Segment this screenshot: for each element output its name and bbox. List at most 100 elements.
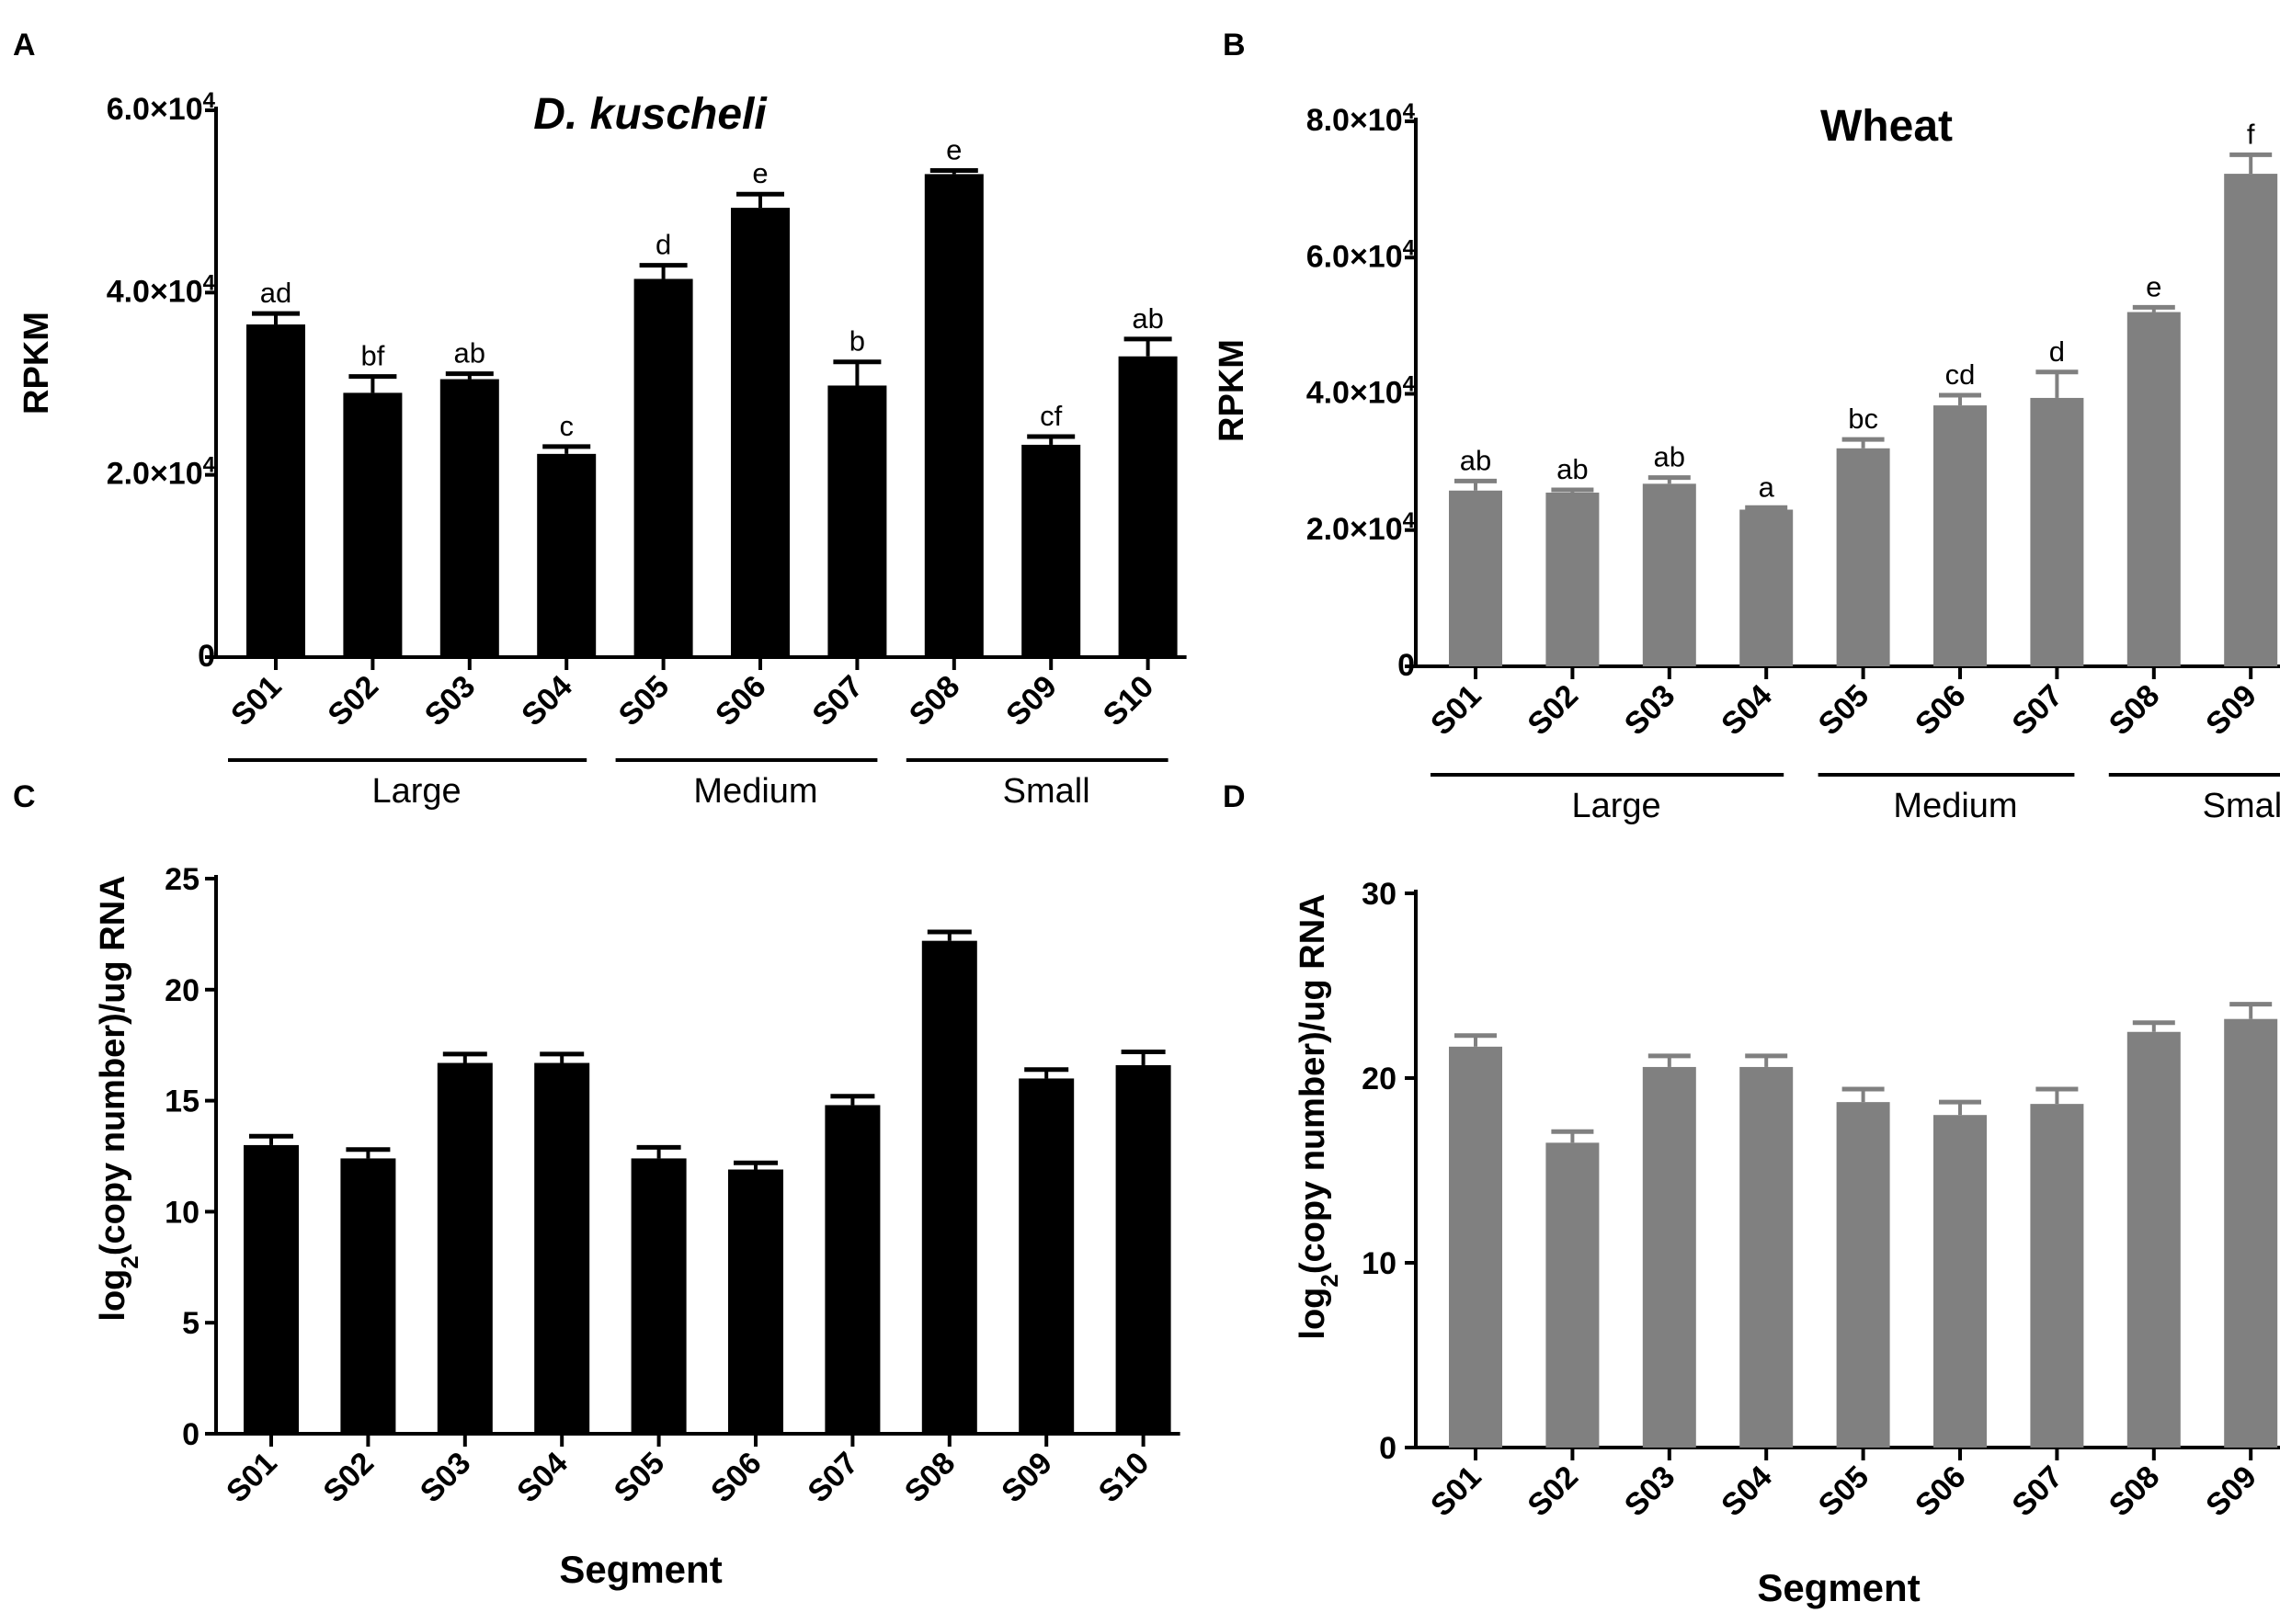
panel-c-bar <box>534 1062 590 1434</box>
panel-c-x-axis-label: Segment <box>559 1548 722 1591</box>
panel-a-x-tick-label: S06 <box>709 669 773 733</box>
panel-a-letter: A <box>13 28 36 62</box>
panel-b-significance-label: ab <box>1556 453 1588 485</box>
panel-d-x-tick-label: S09 <box>2199 1459 2263 1524</box>
panel-a-significance-label: ab <box>1132 302 1163 335</box>
panel-a-y-tick-label: 6.0×104 <box>107 88 216 128</box>
panel-a-significance-label: cf <box>1040 400 1063 432</box>
panel-c-y-tick-label: 10 <box>165 1195 200 1230</box>
panel-b-y-axis-label: RPKM <box>1213 339 1251 442</box>
panel-c-x-tick-label: S08 <box>898 1446 963 1510</box>
panel-d-bar <box>2224 1018 2278 1448</box>
panel-c-bar <box>244 1144 299 1434</box>
panel-b-y-tick-label: 6.0×104 <box>1306 235 1416 275</box>
panel-c-y-axis-label-rest: (copy number)/ug RNA <box>94 875 132 1255</box>
panel-d-y-axis-label-log: log <box>1294 1288 1332 1340</box>
y-tick-mantissa: 25 <box>165 862 200 897</box>
panel-c-bar <box>437 1062 493 1434</box>
panel-c-x-tick-label: S03 <box>414 1446 478 1510</box>
panel-d: D log2(copy number)/ug RNA Segment 0 10 20… <box>1223 779 2280 1609</box>
panel-a-bar <box>537 453 597 657</box>
panel-c-y-tick-label: 5 <box>182 1306 200 1341</box>
panel-b-group-label: Medium <box>1893 787 2017 825</box>
panel-a-x-tick-label: S07 <box>805 669 870 733</box>
panel-b-bar <box>2126 312 2181 666</box>
y-tick-exponent: 4 <box>1403 371 1416 396</box>
panel-b-x-tick-label: S07 <box>2005 678 2069 743</box>
panel-b-bar <box>2224 174 2278 667</box>
panel-c-y-axis-label-log: log <box>94 1269 132 1322</box>
y-tick-mantissa: 20 <box>1362 1062 1396 1096</box>
y-tick-mantissa: 4.0×10 <box>107 274 203 309</box>
panel-b-bar <box>1545 492 1600 666</box>
panel-a-bar <box>1021 444 1081 657</box>
panel-a-significance-label: ab <box>454 337 485 369</box>
panel-c-y-tick-label: 20 <box>165 973 200 1008</box>
panel-a-x-tick-label: S10 <box>1097 669 1161 733</box>
y-tick-mantissa: 10 <box>1362 1246 1396 1281</box>
panel-b-significance-label: a <box>1759 471 1775 503</box>
panel-a-bar <box>633 278 693 657</box>
panel-b-bar <box>2030 397 2084 666</box>
panel-c-bar <box>631 1158 687 1434</box>
panel-b-group-label: Large <box>1571 787 1660 825</box>
y-tick-exponent: 4 <box>1403 235 1416 260</box>
panel-b-significance-label: ab <box>1460 444 1491 476</box>
panel-a-y-tick-label: 0 <box>198 639 215 674</box>
y-tick-mantissa: 2.0×10 <box>1306 512 1403 547</box>
panel-d-x-tick-label: S06 <box>1909 1459 1973 1524</box>
panel-a-x-tick-label: S04 <box>515 669 579 733</box>
panel-b: B Wheat RPKM 02.0×1044.0×1046.0×1048.0×1… <box>1213 28 2280 825</box>
panel-c-bar <box>921 940 977 1434</box>
panel-b-x-tick-label: S02 <box>1521 678 1585 743</box>
y-tick-mantissa: 0 <box>182 1417 200 1452</box>
panel-a-bar <box>731 208 790 657</box>
panel-c-bar <box>825 1105 881 1434</box>
panel-c-x-tick-label: S10 <box>1092 1446 1157 1510</box>
panel-d-bar <box>1449 1046 1502 1448</box>
panel-a-bar <box>246 324 305 657</box>
panel-c-bar <box>1115 1064 1171 1434</box>
panel-a-significance-label: b <box>849 325 865 358</box>
panel-b-bar <box>1642 483 1696 666</box>
panel-c-y-tick-label: 25 <box>165 862 200 897</box>
panel-b-group-label: Small <box>2203 787 2280 825</box>
y-tick-mantissa: 5 <box>182 1306 200 1341</box>
panel-d-x-tick-label: S03 <box>1618 1459 1682 1524</box>
panel-c-y-axis-label-subscript: 2 <box>116 1255 143 1268</box>
panel-c-bar <box>1019 1078 1075 1434</box>
panel-b-x-tick-label: S08 <box>2103 678 2167 743</box>
panel-a-x-tick-label: S08 <box>903 669 967 733</box>
y-tick-exponent: 4 <box>203 452 216 477</box>
panel-d-y-tick-label: 10 <box>1362 1246 1396 1281</box>
panel-d-bar <box>1545 1142 1600 1448</box>
panel-d-bar <box>1836 1102 1890 1448</box>
panel-c-x-tick-label: S07 <box>801 1446 865 1510</box>
panel-a-significance-label: e <box>752 157 768 189</box>
panel-b-significance-label: f <box>2247 118 2255 150</box>
panel-b-x-tick-label: S09 <box>2199 678 2263 743</box>
panel-d-bar <box>2030 1104 2084 1448</box>
panel-c-y-tick-label: 15 <box>165 1085 200 1119</box>
y-tick-mantissa: 15 <box>165 1085 200 1119</box>
panel-c-y-axis-label: log2(copy number)/ug RNA <box>94 875 143 1321</box>
panel-a-y-axis-label: RPKM <box>17 312 56 415</box>
y-tick-mantissa: 6.0×10 <box>1306 239 1403 274</box>
panel-a-significance-label: e <box>946 133 962 165</box>
panel-c-letter: C <box>13 779 36 814</box>
panel-a-significance-label: d <box>656 229 671 261</box>
panel-a-significance-label: c <box>559 410 574 442</box>
panel-d-x-tick-label: S05 <box>1812 1459 1876 1524</box>
panel-b-title: Wheat <box>1820 102 1953 151</box>
y-tick-exponent: 4 <box>203 270 216 295</box>
panel-d-x-tick-label: S01 <box>1424 1459 1488 1524</box>
panel-a-significance-label: bf <box>360 340 384 372</box>
panel-b-plot: 02.0×1044.0×1046.0×1048.0×104abS01abS02a… <box>1306 99 2280 825</box>
panel-b-y-tick-label: 2.0×104 <box>1306 507 1416 547</box>
y-tick-mantissa: 0 <box>198 639 215 674</box>
panel-d-bar <box>1739 1066 1794 1448</box>
panel-c: C log2(copy number)/ug RNA Segment 0 5 10 1… <box>13 779 1180 1591</box>
panel-a-y-tick-label: 4.0×104 <box>107 270 216 310</box>
panel-c-x-tick-label: S05 <box>608 1446 672 1510</box>
